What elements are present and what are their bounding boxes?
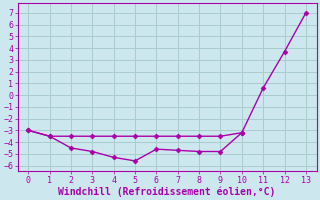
X-axis label: Windchill (Refroidissement éolien,°C): Windchill (Refroidissement éolien,°C) bbox=[58, 186, 276, 197]
